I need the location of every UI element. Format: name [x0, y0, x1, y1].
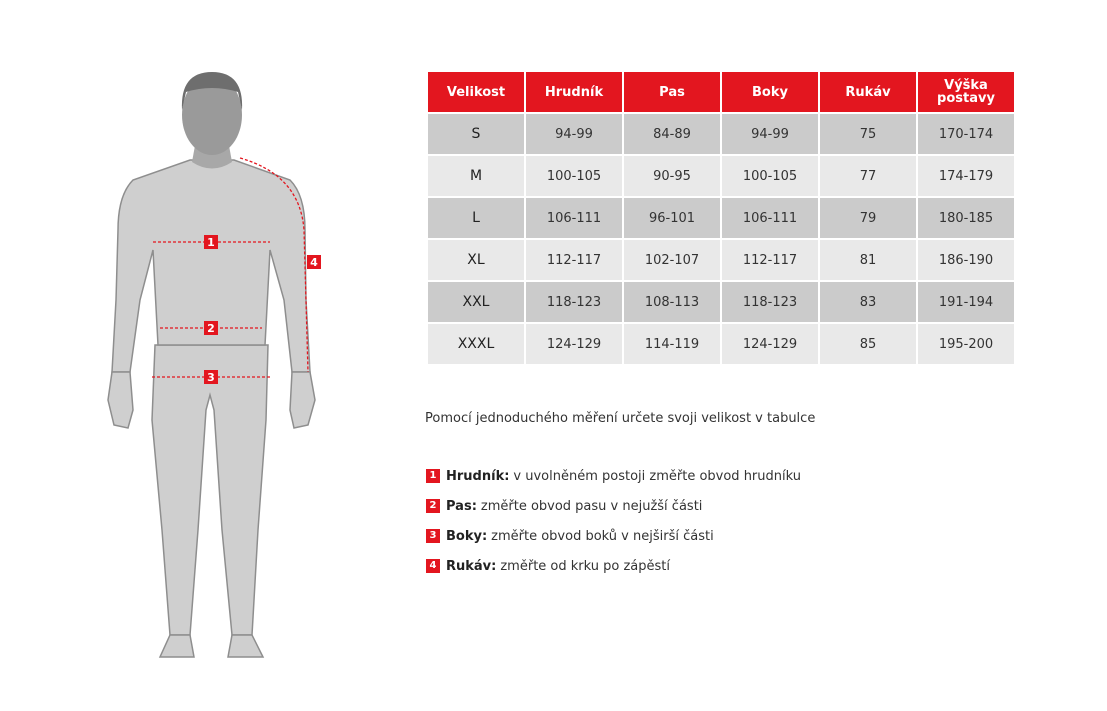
hair	[181, 72, 243, 110]
legend-text: změřte obvod pasu v nejužší části	[480, 498, 703, 514]
value-cell: 124-129	[722, 324, 818, 364]
size-cell: L	[428, 198, 524, 238]
value-cell: 112-117	[526, 240, 622, 280]
table-row: M 100-105 90-95 100-105 77 174-179	[428, 156, 1014, 196]
number-badge: 2	[426, 499, 440, 513]
intro-text: Pomocí jednoduchého měření určete svoji …	[425, 411, 816, 426]
size-cell: S	[428, 114, 524, 154]
legend-term: Hrudník:	[446, 468, 510, 484]
legend-item: 3 Boky: změřte obvod boků v nejširší části	[426, 521, 801, 551]
value-cell: 100-105	[526, 156, 622, 196]
size-cell: XXL	[428, 282, 524, 322]
table-row: S 94-99 84-89 94-99 75 170-174	[428, 114, 1014, 154]
value-cell: 106-111	[526, 198, 622, 238]
value-cell: 112-117	[722, 240, 818, 280]
value-cell: 100-105	[722, 156, 818, 196]
legs	[151, 344, 269, 636]
table-row: XXL 118-123 108-113 118-123 83 191-194	[428, 282, 1014, 322]
marker-2: 2	[207, 322, 215, 335]
value-cell: 180-185	[918, 198, 1014, 238]
value-cell: 186-190	[918, 240, 1014, 280]
size-cell: XXXL	[428, 324, 524, 364]
marker-1: 1	[207, 236, 215, 249]
marker-3: 3	[207, 371, 215, 384]
head	[182, 75, 242, 155]
size-cell: XL	[428, 240, 524, 280]
column-header: Pas	[624, 72, 720, 112]
legend-term: Pas:	[446, 498, 477, 514]
column-header: Výška postavy	[918, 72, 1014, 112]
value-cell: 170-174	[918, 114, 1014, 154]
legend-item: 2 Pas: změřte obvod pasu v nejužší části	[426, 491, 801, 521]
value-cell: 83	[820, 282, 916, 322]
number-badge: 4	[426, 559, 440, 573]
legend-item: 4 Rukáv: změřte od krku po zápěstí	[426, 551, 801, 581]
feet	[158, 634, 265, 658]
legend-item: 1 Hrudník: v uvolněném postoji změřte obvo…	[426, 461, 801, 491]
legend-text: v uvolněném postoji změřte obvod hrudník…	[513, 468, 801, 484]
value-cell: 75	[820, 114, 916, 154]
legend-text: změřte od krku po zápěstí	[500, 558, 670, 574]
value-cell: 118-123	[722, 282, 818, 322]
number-badge: 3	[426, 529, 440, 543]
value-cell: 94-99	[722, 114, 818, 154]
size-table: Velikost Hrudník Pas Boky Rukáv Výška postavy…	[426, 70, 1016, 366]
legend-term: Boky:	[446, 528, 488, 544]
size-cell: M	[428, 156, 524, 196]
left-hand	[107, 371, 134, 429]
table-row: L 106-111 96-101 106-111 79 180-185	[428, 198, 1014, 238]
column-header: Hrudník	[526, 72, 622, 112]
value-cell: 77	[820, 156, 916, 196]
value-cell: 108-113	[624, 282, 720, 322]
marker-4: 4	[310, 256, 318, 269]
value-cell: 81	[820, 240, 916, 280]
legend-term: Rukáv:	[446, 558, 497, 574]
right-hand	[289, 371, 316, 429]
value-cell: 191-194	[918, 282, 1014, 322]
value-cell: 90-95	[624, 156, 720, 196]
column-header: Velikost	[428, 72, 524, 112]
value-cell: 106-111	[722, 198, 818, 238]
value-cell: 124-129	[526, 324, 622, 364]
value-cell: 174-179	[918, 156, 1014, 196]
legend-text: změřte obvod boků v nejširší části	[491, 528, 714, 544]
torso	[111, 159, 311, 373]
column-header: Rukáv	[820, 72, 916, 112]
value-cell: 96-101	[624, 198, 720, 238]
column-header: Boky	[722, 72, 818, 112]
body-measurement-figure: 1 2 3 4	[107, 72, 321, 658]
value-cell: 118-123	[526, 282, 622, 322]
number-badge: 1	[426, 469, 440, 483]
value-cell: 79	[820, 198, 916, 238]
value-cell: 114-119	[624, 324, 720, 364]
value-cell: 94-99	[526, 114, 622, 154]
measurement-legend: 1 Hrudník: v uvolněném postoji změřte obvo…	[426, 461, 801, 581]
table-row: XXXL 124-129 114-119 124-129 85 195-200	[428, 324, 1014, 364]
value-cell: 85	[820, 324, 916, 364]
value-cell: 84-89	[624, 114, 720, 154]
value-cell: 102-107	[624, 240, 720, 280]
table-row: XL 112-117 102-107 112-117 81 186-190	[428, 240, 1014, 280]
value-cell: 195-200	[918, 324, 1014, 364]
